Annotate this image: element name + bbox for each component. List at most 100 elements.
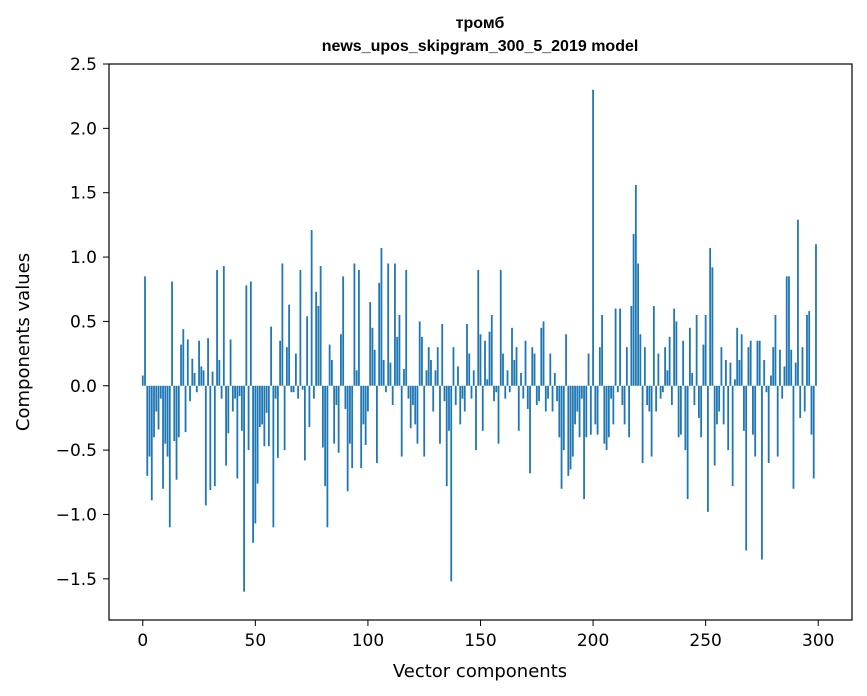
bar-165 <box>513 360 516 386</box>
bar-210 <box>614 308 617 386</box>
bar-254 <box>713 385 716 466</box>
bar-150 <box>479 334 482 386</box>
bar-283 <box>779 349 781 386</box>
bar-82 <box>326 385 329 528</box>
bar-226 <box>650 385 653 457</box>
x-tick-label-50: 50 <box>245 631 267 651</box>
bar-224 <box>646 385 649 406</box>
bar-281 <box>774 314 777 386</box>
bar-80 <box>321 385 324 448</box>
bar-200 <box>592 89 594 386</box>
bar-298 <box>812 385 815 479</box>
bar-140 <box>457 366 459 386</box>
bar-215 <box>625 347 628 386</box>
bar-166 <box>515 347 518 386</box>
bar-271 <box>752 385 754 435</box>
bar-231 <box>661 385 664 393</box>
bar-252 <box>709 248 712 386</box>
bar-93 <box>351 385 354 469</box>
x-tick-label-250: 250 <box>689 631 721 651</box>
bar-22 <box>191 358 194 386</box>
bar-171 <box>526 385 529 409</box>
bar-114 <box>398 314 401 386</box>
bar-265 <box>738 360 741 386</box>
bar-157 <box>495 385 498 393</box>
y-tick-label-0: −1.5 <box>56 570 97 590</box>
bar-153 <box>486 379 489 386</box>
bar-287 <box>788 276 790 386</box>
bar-208 <box>610 385 612 399</box>
bar-247 <box>698 385 700 418</box>
bar-251 <box>707 385 709 512</box>
bar-41 <box>234 385 236 399</box>
bar-240 <box>682 340 685 386</box>
bar-9 <box>162 385 164 489</box>
bar-201 <box>594 385 597 425</box>
bar-288 <box>790 349 793 386</box>
bar-277 <box>765 385 768 393</box>
bar-241 <box>684 385 687 451</box>
bar-190 <box>569 385 572 470</box>
bar-194 <box>578 385 581 438</box>
bar-6 <box>155 385 158 412</box>
bar-261 <box>729 362 732 386</box>
bar-180 <box>547 385 549 399</box>
y-tick-label-6: 1.5 <box>70 184 97 204</box>
bar-43 <box>238 385 241 397</box>
bar-195 <box>580 385 583 399</box>
x-axis: 0 50 100 150 200 250 300 <box>137 620 834 651</box>
bar-212 <box>619 308 621 386</box>
bar-3 <box>148 385 151 457</box>
bar-289 <box>792 385 795 489</box>
bar-253 <box>711 267 714 386</box>
bar-257 <box>720 347 723 386</box>
bar-235 <box>670 385 673 406</box>
bar-17 <box>180 344 182 386</box>
bar-62 <box>281 263 284 386</box>
bar-53 <box>261 385 263 425</box>
bar-151 <box>481 385 484 431</box>
bar-204 <box>601 314 603 386</box>
bar-256 <box>718 385 721 412</box>
bar-275 <box>761 385 763 560</box>
bar-225 <box>648 385 651 412</box>
bar-160 <box>502 353 504 386</box>
bar-259 <box>725 360 727 386</box>
bar-174 <box>533 353 536 386</box>
bar-159 <box>499 269 502 386</box>
bar-131 <box>436 347 439 386</box>
bar-269 <box>747 347 750 386</box>
bar-145 <box>468 353 471 386</box>
bar-95 <box>355 370 358 386</box>
bar-106 <box>380 248 383 386</box>
bar-273 <box>756 340 759 386</box>
bar-90 <box>344 385 347 409</box>
bar-35 <box>220 385 223 399</box>
bar-55 <box>265 385 268 413</box>
bar-103 <box>373 349 376 386</box>
bar-2 <box>146 385 149 476</box>
bar-7 <box>157 385 160 430</box>
bar-272 <box>754 385 757 457</box>
bar-183 <box>553 372 556 386</box>
bar-156 <box>493 385 495 402</box>
bar-260 <box>727 385 730 451</box>
bar-12 <box>168 385 171 528</box>
bar-185 <box>558 385 561 438</box>
bar-229 <box>657 353 660 386</box>
bar-197 <box>585 385 588 438</box>
bar-130 <box>434 370 437 386</box>
bar-67 <box>292 385 295 393</box>
bar-14 <box>173 385 176 442</box>
x-axis-label: Vector components <box>393 661 567 682</box>
bar-238 <box>677 385 680 438</box>
bar-107 <box>382 360 385 386</box>
bar-0 <box>141 375 144 386</box>
bar-25 <box>198 340 200 386</box>
bar-32 <box>213 385 216 487</box>
bar-206 <box>605 385 608 451</box>
bar-170 <box>524 340 527 386</box>
bar-87 <box>337 385 340 453</box>
bar-175 <box>535 385 538 406</box>
bar-276 <box>763 360 766 386</box>
